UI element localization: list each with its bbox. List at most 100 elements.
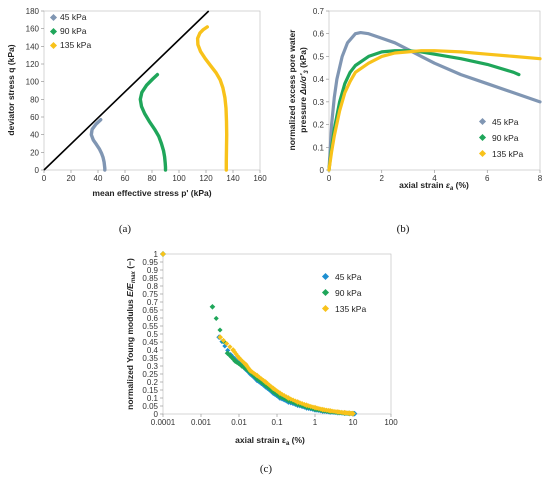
- panel-b-xtick-label: 6: [485, 174, 490, 183]
- legend-marker-45: [321, 272, 330, 281]
- legend-marker-135: [478, 149, 487, 158]
- panel-a-xtick-label: 40: [94, 174, 103, 183]
- panel-c-ytick-label: 0.75: [142, 290, 158, 299]
- legend-label-45: 45 kPa: [492, 117, 519, 127]
- panel-c-ytick-label: 0.35: [142, 354, 158, 363]
- data-point: [160, 251, 166, 257]
- panel-a-xlabel: mean effective stress p' (kPa): [92, 188, 211, 198]
- panel-c-ytick-label: 0.2: [147, 378, 159, 387]
- panel-a-xtick-label: 60: [121, 174, 130, 183]
- panel-a-xtick-label: 0: [42, 174, 47, 183]
- legend-label-90: 90 kPa: [60, 26, 87, 36]
- panel-c-plot-area: [162, 253, 392, 415]
- panel-b-ytick-label: 0.3: [313, 98, 325, 107]
- panel-a-ytick-label: 80: [30, 95, 39, 104]
- panel-c-ytick-label: 0.25: [142, 370, 158, 379]
- series-line: [327, 31, 542, 172]
- legend-marker-90: [478, 133, 487, 142]
- panel-b-ylabel-line1: normalized excess pore water: [287, 29, 297, 151]
- panel-a-ytick-label: 40: [30, 131, 39, 140]
- legend-label-135: 135 kPa: [60, 40, 91, 50]
- panel-c-ytick-label: 0.15: [142, 386, 158, 395]
- data-point: [350, 410, 356, 417]
- panel-c-caption: (c): [260, 463, 273, 475]
- panel-c-xtick-label: 100: [384, 418, 398, 427]
- panel-b-ytick-label: 0.1: [313, 143, 325, 152]
- panel-c-ytick-label: 0.85: [142, 274, 158, 283]
- series-line: [195, 25, 229, 172]
- data-point: [227, 344, 233, 350]
- panel-c-ytick-label: 0.05: [142, 402, 158, 411]
- data-point: [217, 334, 224, 341]
- data-point: [220, 337, 226, 343]
- panel-b-xtick-label: 8: [538, 174, 543, 183]
- panel-c-xtick-label: 1: [313, 418, 318, 427]
- panel-a-xtick-label: 20: [67, 174, 76, 183]
- panel-c-ytick-label: 0.8: [147, 282, 159, 291]
- panel-b-xtick-label: 2: [380, 174, 385, 183]
- legend-label-135: 135 kPa: [335, 304, 366, 314]
- legend-marker-135: [321, 304, 330, 313]
- panel-a-xtick-label: 80: [148, 174, 157, 183]
- panel-c-young-modulus: 0.0001 0.001 0.01 0.1 1 10 10000.050.10.150.20…: [125, 250, 398, 475]
- panel-b-xlabel: axial strain εa (%): [399, 180, 469, 192]
- panel-b-legend: 45 kPa 90 kPa 135 kPa: [478, 117, 523, 159]
- series-line: [327, 49, 542, 172]
- panel-c-xlabel: axial strain εa (%): [235, 435, 305, 447]
- panel-c-ytick-label: 0.4: [147, 346, 159, 355]
- panel-c-ytick-label: 0.6: [147, 314, 159, 323]
- panel-b-series-135-kpa: [327, 49, 542, 172]
- panel-c-ytick-label: 0.95: [142, 258, 158, 267]
- panel-b-series-45-kpa: [327, 31, 542, 172]
- panel-a-xtick-label: 100: [172, 174, 186, 183]
- panel-b-pore-pressure: 0 2 4 6 8 0 0.1 0.2 0.3 0.4 0.5 0.6 0.7 45 kPa 90 kP…: [287, 7, 543, 235]
- panel-c-xtick-label: 0.01: [231, 418, 247, 427]
- legend-label-90: 90 kPa: [492, 133, 519, 143]
- panel-c-xtick-label: 10: [349, 418, 358, 427]
- panel-a-caption: (a): [119, 223, 132, 235]
- panel-c-ytick-label: 0.7: [147, 298, 159, 307]
- panel-c-ytick-label: 0: [154, 410, 159, 419]
- legend-label-90: 90 kPa: [335, 288, 362, 298]
- panel-a-ytick-label: 120: [26, 60, 40, 69]
- panel-a-stress-path: 0 20 40 60 80 100 120 140 160 0 20 40 60 80 100 120 140 1…: [6, 7, 267, 235]
- panel-a-ytick-label: 100: [26, 78, 40, 87]
- panel-a-reference-line: [43, 10, 210, 171]
- data-point: [217, 327, 223, 333]
- panel-c-ytick-label: 0.3: [147, 362, 159, 371]
- panel-a-xtick-label: 140: [226, 174, 240, 183]
- panel-c-ytick-label: 1: [154, 250, 159, 259]
- panel-a-series-45-kpa: [89, 118, 107, 172]
- series-line: [89, 118, 107, 172]
- panel-a-ytick-label: 0: [35, 166, 40, 175]
- legend-label-45: 45 kPa: [60, 12, 87, 22]
- panel-c-ytick-label: 0.45: [142, 338, 158, 347]
- data-point: [213, 315, 219, 321]
- panel-b-ytick-label: 0.5: [313, 52, 325, 61]
- panel-b-ytick-label: 0.7: [313, 7, 325, 16]
- data-point: [224, 341, 230, 347]
- panel-b-ytick-label: 0: [320, 166, 325, 175]
- panel-b-ytick-label: 0.6: [313, 30, 325, 39]
- legend-label-135: 135 kPa: [492, 149, 523, 159]
- panel-a-xtick-label: 120: [199, 174, 213, 183]
- panel-b-xtick-label: 4: [432, 174, 437, 183]
- panel-a-series-135-kpa: [195, 25, 229, 172]
- panel-c-xtick-label: 0.0001: [151, 418, 176, 427]
- panel-a-ytick-label: 60: [30, 113, 39, 122]
- panel-c-ylabel: normalized Young modulus E/Emax (−): [125, 258, 137, 410]
- panel-c-ytick-label: 0.55: [142, 322, 158, 331]
- panel-b-xtick-label: 0: [327, 174, 332, 183]
- panel-a-ytick-label: 160: [26, 25, 40, 34]
- data-point: [209, 303, 216, 310]
- panel-c-series-135-kpa: [160, 251, 356, 417]
- panel-c-xtick-label: 0.001: [191, 418, 212, 427]
- panel-b-ytick-label: 0.2: [313, 121, 325, 130]
- panel-b-ytick-label: 0.4: [313, 75, 325, 84]
- panel-c-xtick-label: 0.1: [271, 418, 283, 427]
- panel-c-ytick-label: 0.5: [147, 330, 159, 339]
- panel-b-ylabel-line2: pressure Δu/σ'3 (kPa): [298, 47, 310, 133]
- legend-label-45: 45 kPa: [335, 272, 362, 282]
- panel-a-series-90-kpa: [138, 72, 168, 172]
